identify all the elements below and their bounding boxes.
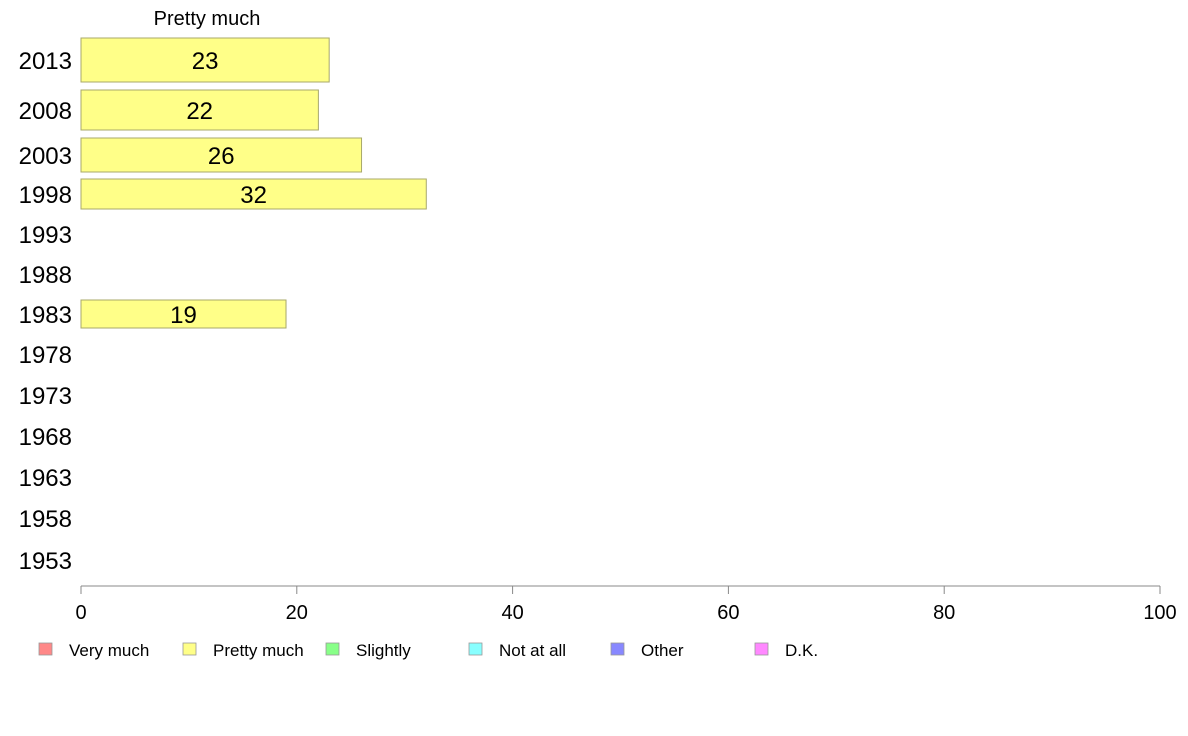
year-label-1963: 1963 xyxy=(19,465,72,492)
bar-1998 xyxy=(80,178,427,210)
bar-value-label-1998: 32 xyxy=(240,182,267,209)
x-tick-label-60: 60 xyxy=(717,602,739,624)
legend-label-0: Very much xyxy=(69,641,149,660)
series-title: Pretty much xyxy=(154,8,261,30)
year-label-1988: 1988 xyxy=(19,262,72,289)
bar-2008 xyxy=(80,89,319,131)
x-axis: 0 20 40 60 80 100 xyxy=(75,585,1177,624)
x-tick-label-40: 40 xyxy=(501,602,523,624)
legend-swatch-2 xyxy=(325,642,340,656)
legend-swatch-3 xyxy=(468,642,483,656)
bar-value-label-2013: 23 xyxy=(192,48,219,75)
year-label-1998: 1998 xyxy=(19,182,72,209)
bar-2013 xyxy=(80,37,330,83)
bar-value-label-2008: 22 xyxy=(186,98,213,125)
year-label-1978: 1978 xyxy=(19,342,72,369)
x-tick-label-0: 0 xyxy=(75,602,86,624)
bar-2003 xyxy=(80,137,363,173)
year-label-1958: 1958 xyxy=(19,506,72,533)
year-label-1968: 1968 xyxy=(19,424,72,451)
legend: Very much Pretty much Slightly Not at all Ot… xyxy=(38,641,818,660)
legend-swatch-4 xyxy=(610,642,625,656)
x-tick-label-80: 80 xyxy=(933,602,955,624)
year-label-1993: 1993 xyxy=(19,222,72,249)
legend-label-3: Not at all xyxy=(499,641,566,660)
legend-label-2: Slightly xyxy=(356,641,411,660)
x-tick-label-20: 20 xyxy=(286,602,308,624)
year-labels: 2013 2008 2003 1998 1993 1988 1983 1978 1973 1968… xyxy=(19,48,72,575)
legend-swatch-1 xyxy=(182,642,197,656)
legend-swatch-0 xyxy=(38,642,53,656)
year-label-1983: 1983 xyxy=(19,302,72,329)
legend-swatch-5 xyxy=(754,642,769,656)
legend-label-1: Pretty much xyxy=(213,641,304,660)
legend-label-4: Other xyxy=(641,641,684,660)
year-label-1973: 1973 xyxy=(19,383,72,410)
year-label-2008: 2008 xyxy=(19,98,72,125)
bar-value-label-1983: 19 xyxy=(170,302,197,329)
x-tick-label-100: 100 xyxy=(1143,602,1176,624)
year-label-2003: 2003 xyxy=(19,143,72,170)
bar-value-label-2003: 26 xyxy=(208,143,235,170)
legend-label-5: D.K. xyxy=(785,641,818,660)
year-label-1953: 1953 xyxy=(19,548,72,575)
bar-1983 xyxy=(80,299,287,329)
year-label-2013: 2013 xyxy=(19,48,72,75)
